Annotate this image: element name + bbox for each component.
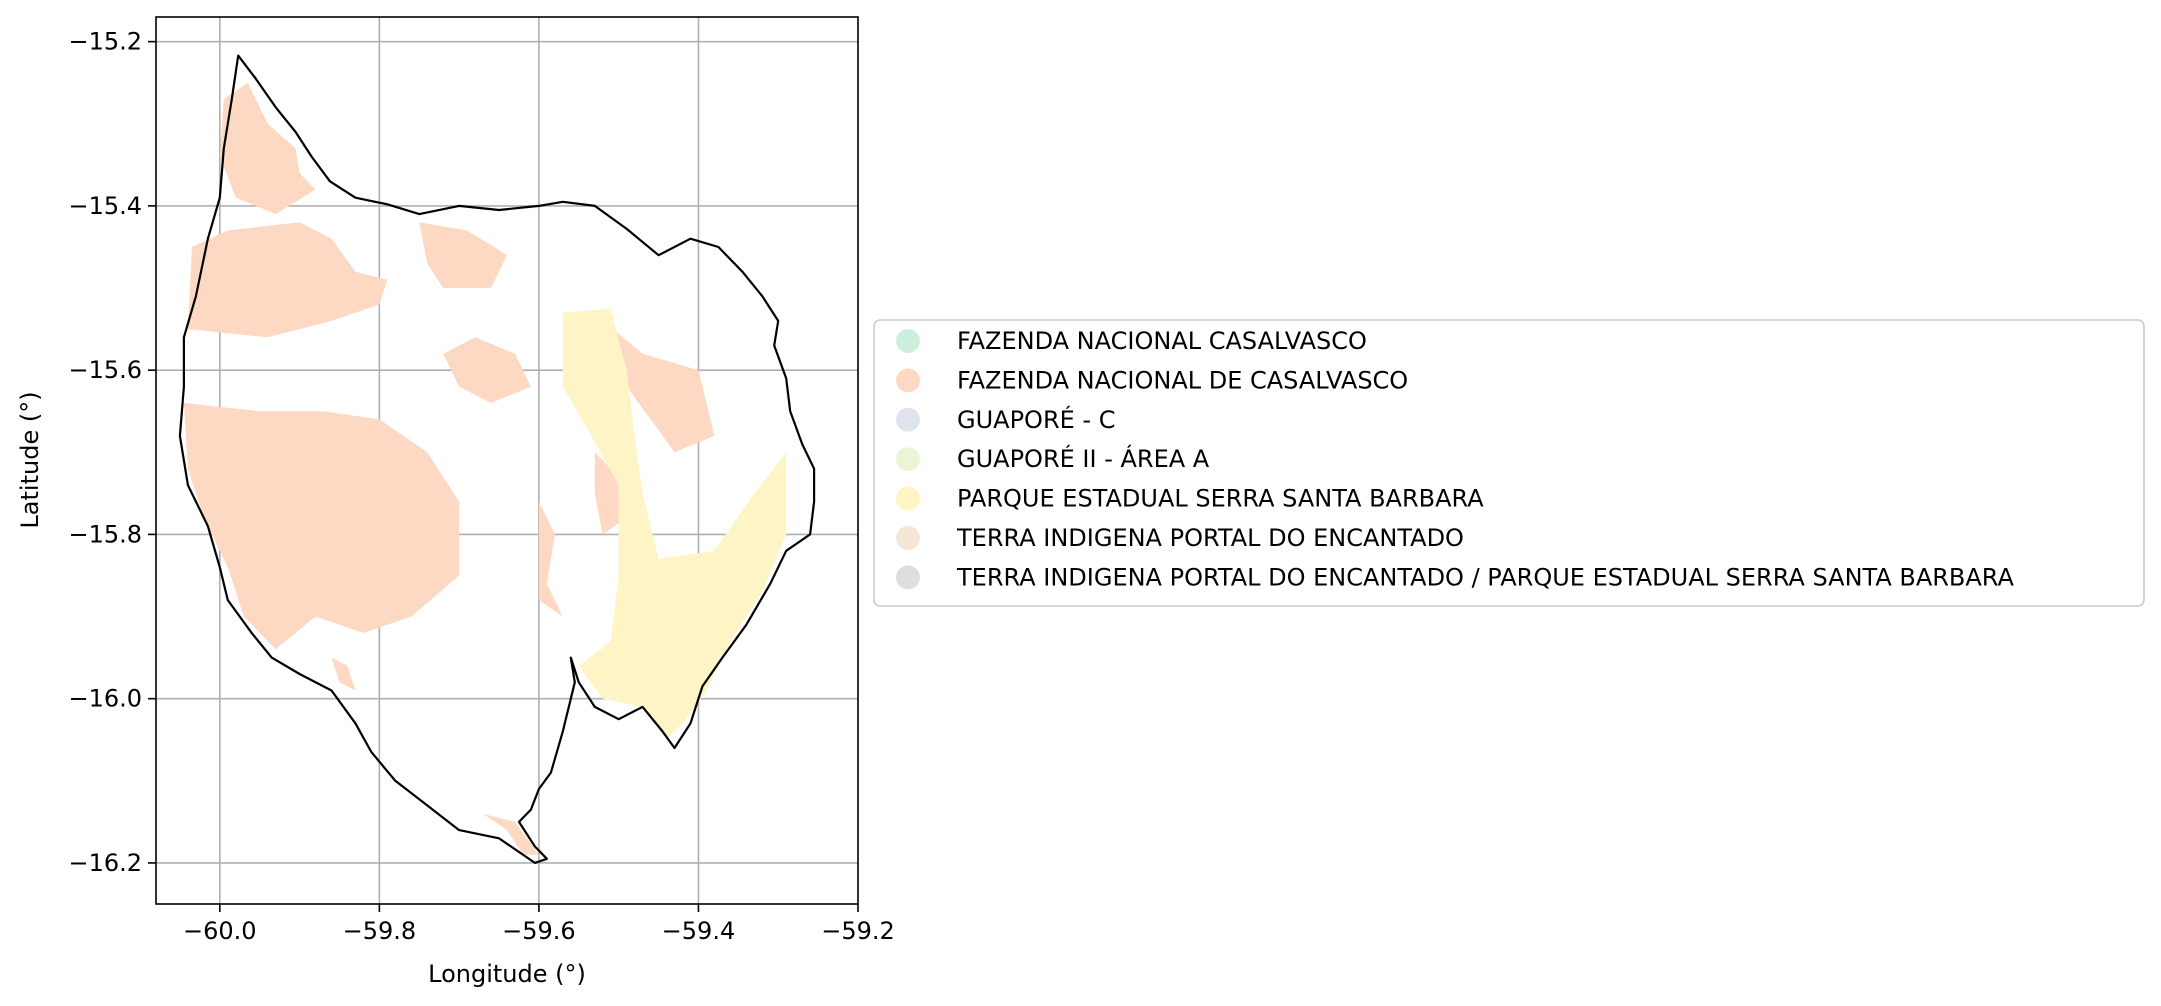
x-tick-label: −60.0 (183, 917, 257, 945)
region-polygon (562, 308, 787, 740)
legend-marker (896, 329, 920, 353)
basin-boundary (178, 54, 816, 864)
region-polygon (419, 222, 507, 288)
plot-area (155, 16, 859, 905)
legend-label: GUAPORÉ - C (957, 405, 1115, 434)
legend-label: PARQUE ESTADUAL SERRA SANTA BARBARA (957, 485, 1484, 513)
protected-area-regions (183, 82, 787, 855)
region-polygon (483, 813, 539, 855)
legend-label: TERRA INDIGENA PORTAL DO ENCANTADO (956, 524, 1464, 552)
y-tick-label: −15.4 (68, 192, 142, 220)
y-tick-label: −15.2 (68, 28, 142, 56)
legend-label: FAZENDA NACIONAL DE CASALVASCO (957, 366, 1408, 394)
region-polygon (331, 657, 356, 691)
region-polygon (219, 82, 316, 215)
legend-marker (896, 368, 920, 393)
region-polygon (183, 403, 460, 650)
y-tick-label: −15.8 (68, 520, 142, 548)
y-axis-label: Latitude (°) (16, 391, 44, 528)
x-tick-label: −59.6 (502, 917, 576, 945)
legend-marker (896, 565, 920, 590)
legend-items: FAZENDA NACIONAL CASALVASCO FAZENDA NACIO… (896, 327, 2015, 591)
legend-marker (896, 486, 920, 511)
x-axis-ticks: −60.0 −59.8 −59.6 −59.4 −59.2 (183, 904, 895, 945)
region-polygon (443, 337, 531, 403)
legend-marker (896, 526, 920, 550)
y-axis-ticks: −15.2 −15.4 −15.6 −15.8 −16.0 −16.2 (68, 28, 156, 877)
y-tick-label: −16.0 (68, 685, 142, 713)
region-polygon (602, 320, 715, 453)
legend: FAZENDA NACIONAL CASALVASCO FAZENDA NACIO… (873, 319, 2145, 607)
x-axis-label: Longitude (°) (428, 960, 586, 988)
legend-label: FAZENDA NACIONAL CASALVASCO (957, 327, 1367, 355)
y-tick-label: −16.2 (68, 849, 142, 877)
region-polygon (187, 222, 388, 338)
region-polygon (538, 501, 563, 617)
legend-label: TERRA INDIGENA PORTAL DO ENCANTADO / PAR… (956, 563, 2015, 591)
x-tick-label: −59.4 (662, 917, 736, 945)
y-tick-label: −15.6 (68, 356, 142, 384)
legend-marker (896, 447, 920, 472)
plot-frame (155, 16, 859, 905)
x-tick-label: −59.2 (821, 917, 895, 945)
legend-label: GUAPORÉ II - ÁREA A (957, 444, 1210, 473)
legend-marker (896, 407, 920, 432)
legend-frame (873, 319, 2145, 607)
x-tick-label: −59.8 (343, 917, 417, 945)
